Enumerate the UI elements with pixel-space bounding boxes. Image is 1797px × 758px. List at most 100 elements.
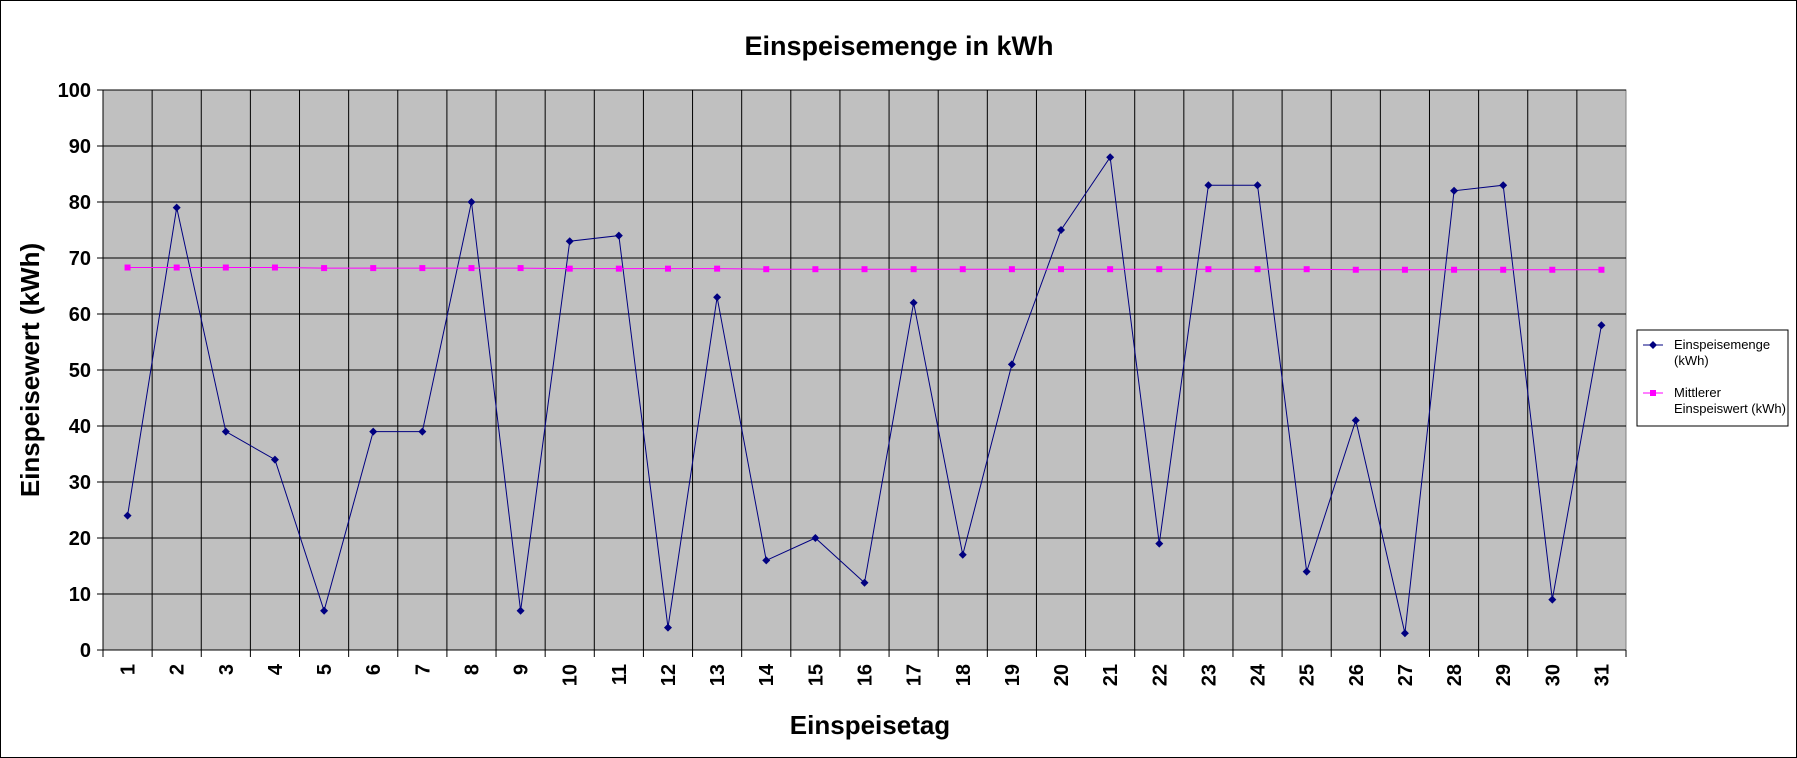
data-point-marker <box>811 534 820 542</box>
data-point-marker <box>565 237 574 246</box>
data-point-marker <box>221 427 230 436</box>
data-point-marker <box>1254 266 1261 273</box>
data-point-marker <box>812 266 819 273</box>
data-point-marker <box>664 265 671 272</box>
data-point-marker <box>370 265 377 272</box>
data-point-marker <box>1057 226 1066 234</box>
chart-title: Einspeisemenge in kWh <box>744 31 1053 61</box>
x-tick-label: 21 <box>1100 664 1122 686</box>
y-tick-label: 0 <box>80 640 91 662</box>
data-point-marker <box>467 198 476 206</box>
data-point-marker <box>1500 266 1507 273</box>
series-layer <box>123 153 1606 638</box>
y-tick-label: 40 <box>69 416 91 438</box>
data-point-marker <box>1007 360 1016 369</box>
y-tick-label: 20 <box>69 528 91 550</box>
data-point-marker <box>1451 266 1458 273</box>
y-tick-label: 10 <box>69 584 91 606</box>
y-tick-label: 90 <box>69 136 91 158</box>
x-tick-label: 6 <box>363 664 385 675</box>
data-point-marker <box>1008 266 1015 273</box>
x-tick-label: 24 <box>1248 663 1270 686</box>
data-point-marker <box>713 293 722 302</box>
data-point-marker <box>1303 266 1310 273</box>
data-point-marker <box>1352 266 1359 273</box>
gridlines <box>103 89 1626 650</box>
x-tick-label: 7 <box>412 664 434 675</box>
y-tick-label: 60 <box>69 304 91 326</box>
data-point-marker <box>1155 539 1164 548</box>
legend-label: (kWh) <box>1674 353 1709 368</box>
y-tick-label: 80 <box>69 192 91 214</box>
x-tick-label: 29 <box>1493 664 1515 686</box>
x-tick-label: 26 <box>1346 664 1368 686</box>
data-point-marker <box>1597 321 1606 330</box>
x-tick-label: 25 <box>1297 664 1319 686</box>
x-tick-label: 2 <box>167 664 189 675</box>
data-point-marker <box>1548 595 1557 604</box>
x-tick-label: 4 <box>265 663 287 675</box>
x-tick-label: 10 <box>560 664 582 686</box>
data-point-marker <box>909 298 918 307</box>
data-point-marker <box>123 511 132 520</box>
data-point-marker <box>1058 266 1065 273</box>
data-point-marker <box>1302 567 1311 576</box>
data-point-marker <box>860 578 869 587</box>
x-tick-label: 16 <box>855 664 877 686</box>
data-point-marker <box>517 265 524 272</box>
x-tick-label: 18 <box>953 664 975 686</box>
x-tick-label: 5 <box>314 664 336 675</box>
x-tick-label: 27 <box>1395 664 1417 686</box>
x-axis-title: Einspeisetag <box>790 710 950 740</box>
data-point-marker <box>516 606 525 615</box>
data-point-marker <box>959 266 966 273</box>
legend-marker-1 <box>1649 341 1657 349</box>
x-tick-label: 14 <box>756 663 778 686</box>
data-point-marker <box>1549 266 1556 273</box>
x-tick-label: 8 <box>461 664 483 675</box>
x-tick-label: 12 <box>658 664 680 686</box>
x-tick-label: 22 <box>1149 664 1171 686</box>
y-axis-title: Einspeisewert (kWh) <box>15 243 45 497</box>
data-point-marker <box>369 427 378 436</box>
x-tick-label: 3 <box>216 664 238 675</box>
data-point-marker <box>861 266 868 273</box>
x-tick-label: 20 <box>1051 664 1073 686</box>
x-tick-label: 23 <box>1198 664 1220 686</box>
legend: Einspeisemenge(kWh) MittlererEinspeiswert… <box>1636 329 1789 427</box>
data-point-marker <box>910 266 917 273</box>
data-point-marker <box>124 264 131 271</box>
x-tick-label: 19 <box>1002 664 1024 686</box>
data-point-marker <box>615 265 622 272</box>
data-point-marker <box>222 264 229 271</box>
data-point-marker <box>1253 181 1262 190</box>
data-point-marker <box>663 623 672 632</box>
x-tick-label: 9 <box>511 664 533 675</box>
data-point-marker <box>1351 416 1360 425</box>
data-point-marker <box>566 265 573 272</box>
data-point-marker <box>172 203 181 212</box>
data-point-marker <box>1106 153 1115 162</box>
data-point-marker <box>714 265 721 272</box>
data-point-marker <box>1598 266 1605 273</box>
y-tick-label: 30 <box>69 472 91 494</box>
data-point-marker <box>321 265 328 272</box>
data-point-marker <box>270 455 279 464</box>
data-point-marker <box>1204 181 1213 190</box>
x-tick-label: 17 <box>904 664 926 686</box>
data-point-marker <box>419 265 426 272</box>
data-point-marker <box>320 606 329 615</box>
legend-label: Einspeisemenge <box>1674 337 1770 352</box>
legend-box <box>1636 329 1789 427</box>
x-tick-label: 15 <box>805 664 827 686</box>
data-point-marker <box>1205 266 1212 273</box>
legend-label: Einspeiswert (kWh) <box>1674 401 1786 416</box>
legend-label: Mittlerer <box>1674 385 1722 400</box>
data-point-marker <box>1450 186 1459 195</box>
data-point-marker <box>614 231 623 240</box>
y-tick-label: 70 <box>69 248 91 270</box>
data-point-marker <box>763 266 770 273</box>
data-point-marker <box>468 265 475 272</box>
